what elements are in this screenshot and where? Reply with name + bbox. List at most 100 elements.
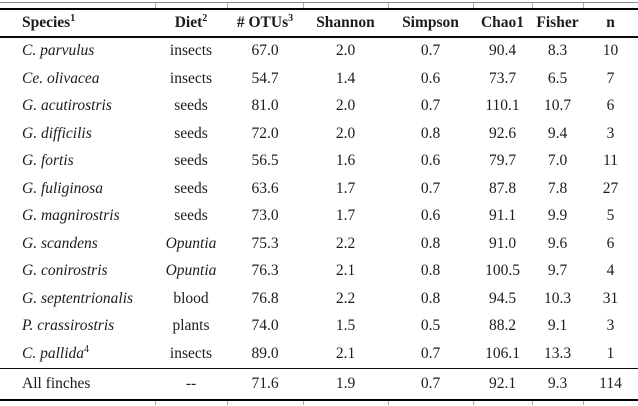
otus-cell: 63.6 (251, 179, 279, 197)
table-top-rule (0, 8, 638, 10)
otus-cell: 75.3 (251, 234, 279, 252)
fisher-cell: 7.0 (547, 152, 568, 170)
shannon-cell: 1.4 (335, 69, 356, 87)
grid-tick (532, 401, 533, 405)
species-cell: C. pallida4 (0, 343, 155, 363)
chao1-cell: 106.1 (485, 344, 520, 362)
table-row: C. parvulus insects 67.0 2.0 0.7 90.4 8.… (0, 38, 638, 66)
table-row: G. magnirostris seeds 73.0 1.7 0.6 91.1 … (0, 203, 638, 231)
otus-cell: 76.3 (251, 262, 279, 280)
species-footnote-marker: 4 (84, 343, 90, 355)
chao1-cell: 90.4 (488, 42, 517, 60)
grid-tick (303, 401, 304, 405)
chao1-cell: 100.5 (485, 262, 520, 280)
column-header-label: n (606, 14, 615, 31)
n-cell: 31 (602, 289, 619, 307)
grid-tick (532, 3, 533, 8)
species-name: Ce. olivacea (22, 69, 100, 87)
n-cell: 1 (606, 344, 615, 362)
shannon-cell: 2.0 (335, 97, 356, 115)
fisher-cell: 9.9 (547, 207, 568, 225)
column-header-label: Species (22, 14, 71, 31)
simpson-cell: 0.8 (420, 234, 441, 252)
chao1-cell: 91.0 (488, 234, 517, 252)
simpson-cell: 0.7 (420, 179, 441, 197)
column-header: Shannon (303, 14, 388, 32)
fisher-cell: 13.3 (543, 344, 572, 362)
species-cell: G. septentrionalis (0, 290, 155, 308)
grid-tick (388, 3, 389, 8)
species-name: C. pallida (22, 344, 85, 362)
species-cell: G. difficilis (0, 125, 155, 143)
summary-diet-cell: -- (185, 375, 197, 392)
otus-cell: 67.0 (251, 42, 279, 60)
summary-fisher-cell: 9.3 (547, 375, 568, 392)
simpson-cell: 0.8 (420, 124, 441, 142)
species-name: G. septentrionalis (22, 289, 134, 307)
grid-tick (227, 3, 228, 8)
column-header: Chao1 (473, 14, 532, 32)
diet-cell: seeds (174, 97, 208, 115)
simpson-cell: 0.8 (420, 289, 441, 307)
summary-simpson-cell: 0.7 (420, 375, 441, 392)
table-row: C. pallida4 insects 89.0 2.1 0.7 106.1 1… (0, 340, 638, 368)
grid-tick (583, 3, 584, 8)
simpson-cell: 0.6 (420, 69, 441, 87)
n-cell: 11 (603, 152, 618, 170)
n-cell: 3 (606, 124, 615, 142)
otus-cell: 81.0 (251, 97, 279, 115)
chao1-cell: 73.7 (488, 69, 517, 87)
diet-cell: plants (172, 317, 210, 335)
table-bottom-rule (0, 399, 638, 401)
fisher-cell: 7.8 (547, 179, 568, 197)
grid-tick (303, 3, 304, 8)
diet-cell: seeds (174, 179, 208, 197)
diet-cell: insects (169, 69, 213, 87)
column-header: Species1 (0, 13, 155, 32)
fisher-cell: 8.3 (547, 42, 568, 60)
fisher-cell: 9.6 (547, 234, 568, 252)
species-name: G. conirostris (22, 262, 108, 280)
grid-tick (473, 3, 474, 8)
diet-cell: insects (169, 42, 213, 60)
simpson-cell: 0.7 (420, 97, 441, 115)
shannon-cell: 2.2 (335, 234, 356, 252)
grid-tick (155, 3, 156, 8)
simpson-cell: 0.6 (420, 152, 441, 170)
table-row: G. difficilis seeds 72.0 2.0 0.8 92.6 9.… (0, 120, 638, 148)
chao1-cell: 79.7 (488, 152, 517, 170)
species-name: P. crassirostris (22, 317, 115, 335)
grid-tick (473, 401, 474, 405)
species-name: G. magnirostris (22, 207, 120, 225)
species-cell: C. parvulus (0, 42, 155, 60)
summary-shannon-cell: 1.9 (335, 375, 356, 392)
column-header: # OTUs3 (227, 13, 303, 32)
otus-cell: 76.8 (251, 289, 279, 307)
fisher-cell: 6.5 (547, 69, 568, 87)
simpson-cell: 0.5 (420, 317, 441, 335)
column-footnote-marker: 2 (202, 12, 208, 24)
diet-cell: Opuntia (165, 262, 217, 280)
simpson-cell: 0.7 (420, 42, 441, 60)
grid-tick (583, 401, 584, 405)
table-row: P. crassirostris plants 74.0 1.5 0.5 88.… (0, 313, 638, 341)
column-header-label: Diet (174, 14, 203, 31)
shannon-cell: 1.5 (335, 317, 356, 335)
table-row: G. scandens Opuntia 75.3 2.2 0.8 91.0 9.… (0, 230, 638, 258)
summary-n-cell: 114 (599, 375, 622, 392)
summary-chao1-cell: 92.1 (488, 375, 517, 392)
species-name: G. fuliginosa (22, 179, 103, 197)
column-header-label: # OTUs (236, 14, 289, 31)
n-cell: 7 (606, 69, 615, 87)
shannon-cell: 1.7 (335, 207, 356, 225)
shannon-cell: 2.0 (335, 124, 356, 142)
cropped-row-border (0, 2, 638, 3)
n-cell: 5 (606, 207, 615, 225)
grid-tick (388, 401, 389, 405)
summary-row: All finches -- 71.6 1.9 0.7 92.1 9.3 114 (0, 369, 638, 399)
species-cell: P. crassirostris (0, 317, 155, 335)
chao1-cell: 87.8 (488, 179, 517, 197)
species-cell: Ce. olivacea (0, 70, 155, 88)
otus-cell: 89.0 (251, 344, 279, 362)
species-name: G. difficilis (22, 124, 92, 142)
